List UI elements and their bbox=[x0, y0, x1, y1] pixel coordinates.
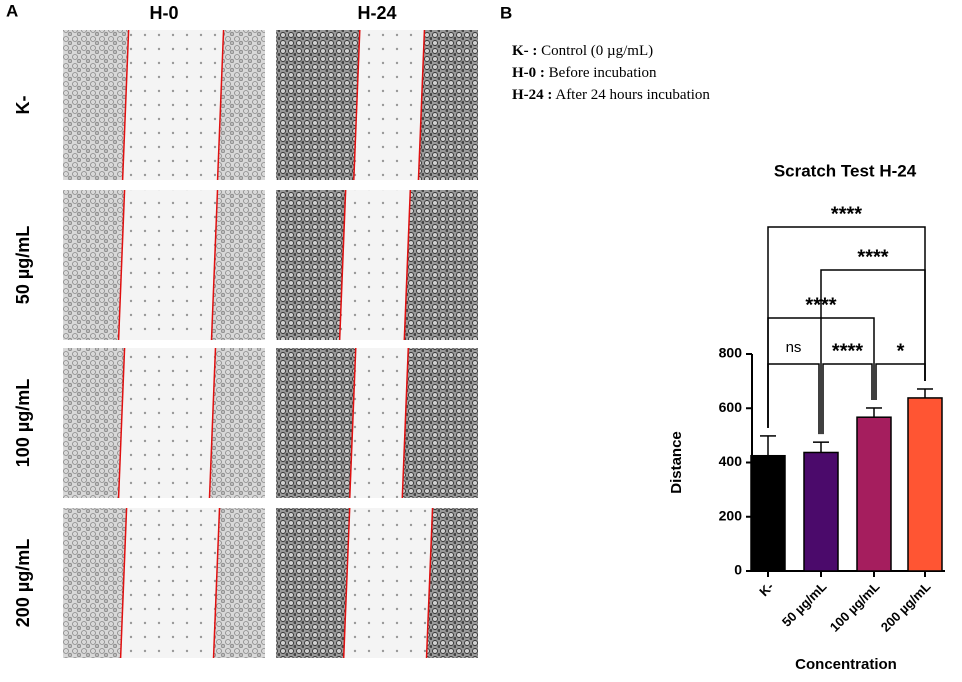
significance-bracket bbox=[875, 363, 926, 400]
y-tick-label: 200 bbox=[719, 507, 743, 523]
row-label: K- bbox=[13, 96, 33, 115]
legend-entry: H-24 : After 24 hours incubation bbox=[512, 87, 710, 103]
significance-label: ns bbox=[786, 339, 802, 356]
y-tick-label: 800 bbox=[719, 345, 743, 361]
scratch-edge bbox=[401, 347, 410, 499]
y-tick-label: 0 bbox=[734, 562, 742, 578]
x-tick-label: 200 µg/mL bbox=[878, 579, 934, 635]
scratch-area bbox=[343, 508, 433, 658]
scratch-edge bbox=[353, 29, 361, 181]
scratch-edge bbox=[121, 29, 130, 181]
legend-text: Before incubation bbox=[549, 65, 657, 81]
scratch-edge bbox=[349, 347, 357, 499]
scratch-area bbox=[118, 190, 218, 340]
panel-label: A bbox=[6, 1, 18, 20]
row-label: 200 µg/mL bbox=[13, 539, 33, 627]
significance-label: **** bbox=[857, 246, 888, 268]
legend-key: H-24 : bbox=[512, 87, 552, 103]
significance-label: **** bbox=[832, 340, 863, 362]
scratch-area bbox=[339, 190, 411, 340]
scratch-edge bbox=[342, 507, 351, 659]
scratch-edge bbox=[117, 189, 126, 341]
panel-label: B bbox=[500, 3, 512, 22]
scratch-edge bbox=[425, 507, 434, 659]
x-tick-label: 50 µg/mL bbox=[779, 579, 830, 630]
row-label: 50 µg/mL bbox=[13, 226, 33, 304]
row-label: 100 µg/mL bbox=[13, 379, 33, 467]
scratch-edge bbox=[119, 507, 128, 659]
significance-label: * bbox=[897, 340, 905, 362]
bar-chart: Scratch Test H-24 0 200 400 600 800 Distance Co… bbox=[668, 161, 945, 673]
x-axis-label: Concentration bbox=[795, 656, 897, 673]
legend-text: Control (0 µg/mL) bbox=[541, 43, 653, 59]
significance-label: **** bbox=[805, 294, 836, 316]
bar bbox=[803, 451, 839, 572]
legend-entry: H-0 : Before incubation bbox=[512, 65, 657, 81]
significance-bracket bbox=[767, 363, 820, 435]
significance-bracket bbox=[820, 269, 926, 435]
significance-bracket bbox=[822, 363, 873, 435]
scratch-edge bbox=[338, 189, 347, 341]
scratch-edge bbox=[417, 29, 426, 181]
legend-entry: K- : Control (0 µg/mL) bbox=[512, 43, 653, 59]
y-tick-label: 600 bbox=[719, 399, 743, 415]
image-grid: H-0 H-24 K- 50 µg/mL 100 µg/mL 200 µg/mL bbox=[13, 3, 478, 659]
scratch-edge bbox=[117, 347, 126, 499]
x-tick-label: 100 µg/mL bbox=[827, 579, 883, 635]
legend-text: After 24 hours incubation bbox=[555, 87, 710, 103]
column-header: H-24 bbox=[357, 3, 396, 23]
scratch-area bbox=[120, 508, 220, 658]
bar bbox=[750, 454, 786, 572]
scratch-edge bbox=[210, 189, 219, 341]
x-tick-label: K- bbox=[756, 579, 776, 599]
legend-key: K- : bbox=[512, 43, 537, 59]
scratch-edge bbox=[208, 347, 217, 499]
scratch-edge bbox=[216, 29, 225, 181]
scratch-area bbox=[122, 30, 224, 180]
legend-key: H-0 : bbox=[512, 65, 545, 81]
legend: K- : Control (0 µg/mL) H-0 : Before incub… bbox=[512, 43, 710, 103]
scratch-area bbox=[118, 348, 216, 498]
scratch-area bbox=[349, 348, 409, 498]
significance-bracket bbox=[767, 226, 926, 428]
bar bbox=[907, 397, 943, 572]
chart-title: Scratch Test H-24 bbox=[774, 161, 917, 180]
y-tick-label: 400 bbox=[719, 453, 743, 469]
significance-label: **** bbox=[831, 203, 862, 225]
scratch-edge bbox=[403, 189, 412, 341]
scratch-area bbox=[353, 30, 425, 180]
scratch-edge bbox=[212, 507, 221, 659]
column-header: H-0 bbox=[149, 3, 178, 23]
y-axis-label: Distance bbox=[668, 431, 685, 494]
bar bbox=[856, 416, 892, 572]
